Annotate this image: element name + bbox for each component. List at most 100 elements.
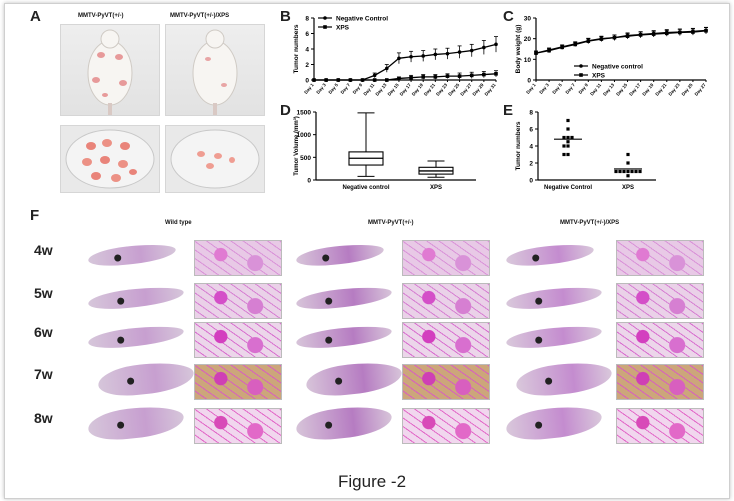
data-point [566,140,570,144]
data-point [457,74,462,78]
data-point [586,39,591,43]
tumor-dish-control [60,125,160,193]
y-axis-label: Tumor numbers [515,121,522,170]
data-point [409,75,413,80]
magnified-duct-image [616,364,704,400]
mouse-label-left: MMTV-PyVT(+/-) [78,13,124,19]
tumor-dish-xps [165,125,265,193]
y-tick-label: 0 [529,178,533,185]
y-tick-label: 500 [300,155,311,162]
magnified-duct-image [194,322,282,358]
row-label-6w: 6w [34,324,53,340]
x-tick-label: Day 13 [374,82,387,97]
x-category-label: Negative Control [544,185,592,191]
y-tick-label: 4 [305,47,309,54]
x-tick-label: Day 1 [525,82,537,95]
y-tick-label: 2 [529,161,533,168]
legend-label: XPS [592,72,606,79]
x-tick-label: Day 27 [694,82,707,97]
data-point [312,78,316,82]
x-tick-label: Day 9 [578,82,590,95]
data-point [372,73,377,78]
data-point [566,135,570,140]
x-tick-label: Day 25 [681,82,694,97]
data-point [560,45,564,50]
x-tick-label: Day 23 [435,82,448,97]
row-label-5w: 5w [34,285,53,301]
data-point [612,35,617,40]
x-tick-label: Day 13 [602,82,615,97]
lymph-node [116,421,125,429]
x-tick-label: Day 3 [315,82,327,95]
magnified-duct-image [194,240,282,276]
panel-label-c: C [503,8,514,25]
x-tick-label: Day 3 [538,82,550,95]
data-point [678,30,682,35]
data-point [566,118,570,123]
x-tick-label: Day 21 [423,82,436,97]
lymph-node [114,254,122,262]
data-point [566,144,570,148]
x-tick-label: Day 5 [327,82,339,95]
x-tick-label: Day 17 [628,82,641,97]
x-tick-label: Day 25 [447,82,460,97]
data-point [547,48,551,53]
lymph-node [126,377,135,385]
lymph-node [324,421,333,429]
magnified-duct-image [194,364,282,400]
data-point [626,161,630,165]
x-tick-label: Day 29 [471,82,484,97]
column-label-pyvt: MMTV-PyVT(+/-) [368,220,414,226]
data-point [664,31,669,36]
y-tick-label: 1500 [297,110,312,117]
x-tick-label: Day 7 [564,82,576,95]
y-axis-label: Tumor numbers [293,24,300,73]
x-tick-label: Day 17 [399,82,412,97]
data-point [566,152,570,157]
data-point [482,72,486,77]
lymph-node [116,297,125,306]
data-point [534,51,538,55]
magnified-duct-image [194,408,282,444]
y-tick-label: 30 [524,16,532,23]
series-line-1 [314,73,497,81]
x-category-label: XPS [622,185,634,191]
data-point [409,54,413,59]
data-point [573,42,578,47]
data-point [385,78,389,82]
data-point [433,75,438,79]
x-tick-label: Day 9 [352,82,364,95]
data-point [494,72,498,76]
magnified-duct-image [402,240,490,276]
y-tick-label: 6 [529,127,533,134]
data-point [566,127,570,131]
y-tick-label: 4 [529,144,533,151]
series-line-1 [535,30,707,54]
x-tick-label: Day 21 [654,82,667,97]
data-point [469,73,474,78]
y-axis-label: Body weight (g) [515,25,522,74]
panel-label-a: A [30,8,41,25]
data-point [445,74,450,78]
legend-label: XPS [336,24,350,31]
data-point [562,135,566,140]
series-line-0 [314,43,497,81]
data-point [704,29,708,33]
chart-e-tumor-numbers: 0 2 4 6 8 Tumor numbers Negative Control XPS [515,110,656,191]
data-point [348,78,353,82]
x-tick-label: Day 5 [551,82,563,95]
data-point [626,169,630,174]
lymph-node [116,336,125,345]
data-point [482,45,486,50]
y-tick-label: 2 [305,62,309,69]
data-point [421,54,425,58]
x-tick-label: Day 27 [459,82,472,97]
data-point [457,50,462,54]
data-point [397,56,401,61]
y-tick-label: 8 [305,16,309,23]
column-label-pyvt-xps: MMTV-PyVT(+/-)/XPS [560,220,620,226]
data-point [385,66,389,71]
x-tick-label: Day 15 [615,82,628,97]
